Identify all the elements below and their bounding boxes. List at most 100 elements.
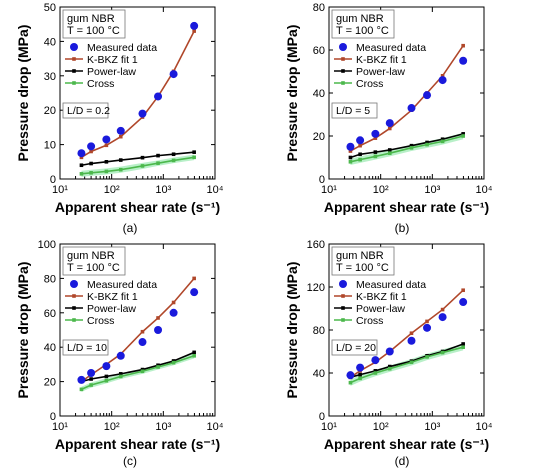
k-bkz-fit-1-marker (156, 316, 160, 320)
power-law-marker (118, 372, 123, 376)
legend-label: Power-law (87, 66, 136, 78)
measured-data-point (385, 119, 394, 128)
k-bkz-fit-1-marker (192, 29, 196, 33)
cross-marker (461, 134, 465, 138)
k-bkz-fit-1-marker (79, 155, 84, 160)
y-tick-label: 40 (44, 36, 56, 48)
cross-marker (373, 371, 378, 375)
power-law-marker (104, 374, 109, 379)
ld-box (331, 339, 378, 356)
power-law-marker (118, 158, 123, 162)
measured-data-point (169, 70, 178, 79)
x-tick-label: 10³ (424, 421, 440, 433)
measured-data-point (356, 363, 365, 372)
info-text: T = 100 °C (67, 25, 120, 37)
measured-data-point (138, 338, 147, 347)
panel-b: 0 20 40 60 80 10¹ 10² 10³ 10⁴ Apparent shear rate… (284, 2, 493, 235)
power-law-line (350, 343, 464, 379)
x-axis-label: Apparent shear rate (s⁻¹) (324, 199, 489, 215)
measured-data-point (190, 21, 199, 30)
legend-label: K-BKZ fit 1 (87, 291, 138, 303)
measured-data-point (138, 109, 147, 118)
ld-label: L/D = 5 (336, 105, 370, 117)
y-tick-label: 10 (44, 140, 56, 152)
y-axis-label: Pressure drop (MPa) (284, 25, 300, 162)
x-tick-label: 10⁴ (476, 421, 493, 433)
legend-swatch-marker (72, 81, 76, 85)
panel-caption: (d) (395, 454, 410, 468)
x-axis-label: Apparent shear rate (s⁻¹) (55, 436, 220, 452)
ld-box (62, 102, 109, 119)
cross-marker (156, 365, 160, 369)
x-tick-label: 10⁴ (476, 184, 493, 196)
legend-label: Measured data (87, 279, 157, 291)
cross-marker (387, 151, 392, 155)
cross-marker (440, 139, 445, 144)
y-tick-label: 100 (38, 239, 56, 251)
x-tick-label: 10² (104, 421, 120, 433)
y-axis-label: Pressure drop (MPa) (15, 262, 31, 399)
cross-marker (461, 345, 465, 349)
x-tick-label: 10⁴ (207, 421, 224, 433)
y-tick-label: 20 (313, 131, 325, 143)
measured-data-point (407, 104, 416, 113)
k-bkz-fit-1-marker (409, 331, 414, 336)
legend-label: Power-law (356, 303, 405, 315)
y-tick-label: 80 (313, 2, 325, 14)
k-bkz-fit-1-marker (387, 126, 392, 131)
cross-marker (104, 169, 109, 174)
power-law-marker (156, 153, 160, 158)
info-text: T = 100 °C (67, 262, 120, 274)
power-law-line (81, 151, 195, 167)
cross-marker (348, 160, 353, 164)
cross-marker (358, 157, 362, 162)
power-law-marker (140, 155, 145, 160)
legend-swatch-marker (72, 69, 76, 73)
measured-data-point (87, 142, 96, 151)
ld-box (62, 339, 109, 356)
y-tick-label: 30 (44, 71, 56, 83)
cross-line (81, 156, 195, 175)
measured-data-point (169, 308, 178, 317)
measured-data-point (385, 347, 394, 356)
legend-label: Power-law (87, 303, 136, 315)
power-law-marker (192, 350, 196, 355)
info-text: T = 100 °C (336, 25, 389, 37)
x-axis-label: Apparent shear rate (s⁻¹) (55, 199, 220, 215)
x-tick-label: 10¹ (52, 421, 68, 433)
y-tick-label: 40 (313, 368, 325, 380)
cross-marker (425, 355, 429, 359)
info-text: gum NBR (67, 250, 115, 262)
power-law-marker (104, 160, 109, 164)
legend-swatch-measured (70, 43, 78, 51)
cross-marker (425, 142, 429, 147)
y-tick-label: 120 (307, 282, 325, 294)
measured-data-point (116, 126, 125, 135)
measured-data-point (438, 76, 447, 85)
measured-data-point (102, 362, 111, 371)
y-tick-label: 60 (313, 45, 325, 57)
y-tick-label: 0 (319, 411, 325, 423)
cross-marker (373, 154, 378, 159)
power-law-marker (461, 132, 465, 136)
y-tick-label: 0 (50, 174, 56, 186)
panel-caption: (b) (395, 221, 410, 235)
k-bkz-fit-1-marker (192, 276, 196, 281)
legend-label: K-BKZ fit 1 (356, 54, 407, 66)
power-law-marker (425, 140, 429, 145)
legend-label: Cross (356, 315, 383, 327)
measured-data-point (116, 351, 125, 360)
measured-data-point (459, 56, 468, 65)
power-law-marker (358, 152, 362, 157)
cross-marker (192, 155, 196, 160)
k-bkz-fit-1-marker (171, 300, 176, 305)
measured-data-point (77, 149, 86, 158)
info-box (62, 9, 126, 39)
power-law-marker (358, 372, 362, 377)
panel-caption: (a) (123, 221, 138, 235)
legend-swatch-measured (339, 280, 347, 288)
k-bkz-fit-1-marker (373, 136, 378, 140)
measured-data-point (154, 326, 163, 334)
y-tick-label: 80 (313, 325, 325, 337)
x-tick-label: 10³ (424, 184, 440, 196)
